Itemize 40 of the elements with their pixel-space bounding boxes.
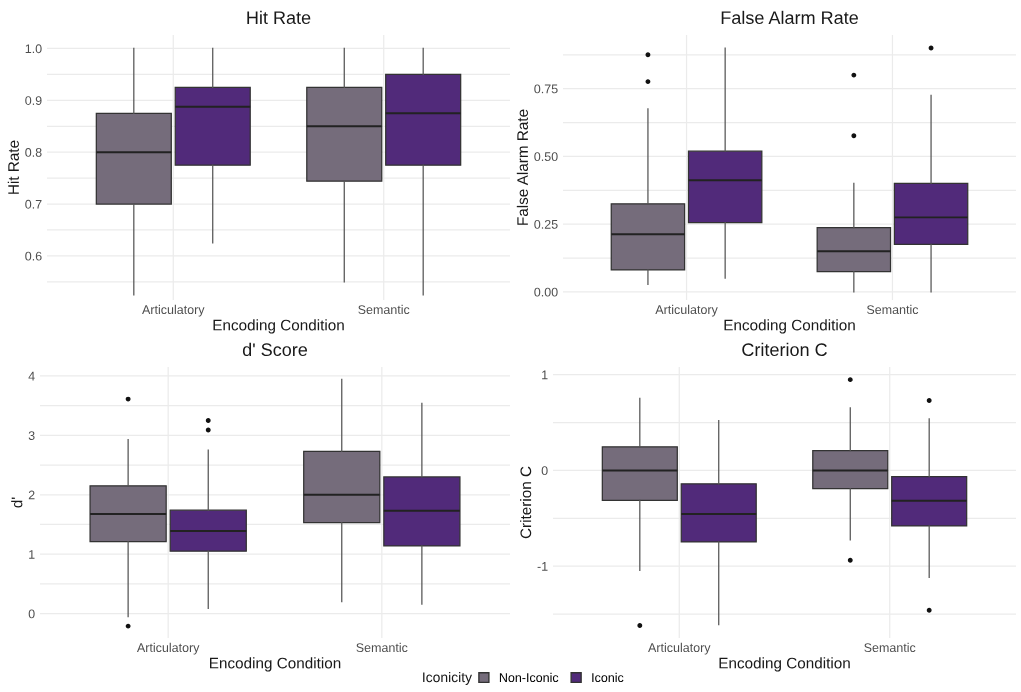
y-tick-label: 1 <box>542 370 548 380</box>
y-tick-label: 0.25 <box>534 219 558 229</box>
y-tick-label: 3 <box>28 431 35 440</box>
x-tick-label: Semantic <box>358 304 410 315</box>
y-tick-label: 0.00 <box>534 287 558 297</box>
chart-title: Hit Rate <box>247 10 311 25</box>
y-tick-label: 1 <box>29 550 35 559</box>
y-tick-label: 0.6 <box>25 251 42 261</box>
legend-title: Iconicity <box>423 671 472 685</box>
y-tick-label: 0 <box>28 609 35 619</box>
chart-title: Criterion C <box>742 342 827 357</box>
x-axis-title: Encoding Condition <box>213 319 344 334</box>
y-axis-title: Criterion C <box>520 466 532 539</box>
y-tick-label: 2 <box>28 490 35 500</box>
x-tick-label: Articulatory <box>142 304 205 317</box>
legend-label: Iconic <box>592 672 624 683</box>
x-axis-title: Encoding Condition <box>724 319 855 334</box>
y-tick-label: -1 <box>537 562 548 571</box>
y-tick-label: 0.50 <box>534 152 558 162</box>
y-tick-label: 4 <box>28 371 35 381</box>
x-tick-label: Articulatory <box>655 304 718 317</box>
y-tick-label: 1.0 <box>25 44 42 54</box>
x-axis-title: Encoding Condition <box>719 657 850 672</box>
x-tick-label: Semantic <box>866 304 919 315</box>
y-tick-label: 0.9 <box>25 96 42 105</box>
x-tick-label: Articulatory <box>136 642 200 655</box>
x-tick-label: Semantic <box>864 642 916 653</box>
y-axis-title: False Alarm Rate <box>516 109 529 225</box>
chart-title: False Alarm Rate <box>721 10 858 25</box>
chart-title: d' Score <box>242 342 308 357</box>
legend-label: Non-Iconic <box>499 672 559 683</box>
y-tick-label: 0.75 <box>534 84 558 94</box>
y-axis-title: d' <box>11 497 23 508</box>
x-tick-label: Semantic <box>356 642 408 653</box>
y-tick-label: 0 <box>541 466 548 476</box>
y-tick-label: 0.8 <box>25 148 42 157</box>
y-tick-label: 0.7 <box>25 199 42 209</box>
x-axis-title: Encoding Condition <box>210 657 341 672</box>
x-tick-label: Articulatory <box>648 642 711 655</box>
y-axis-title: Hit Rate <box>7 140 19 194</box>
